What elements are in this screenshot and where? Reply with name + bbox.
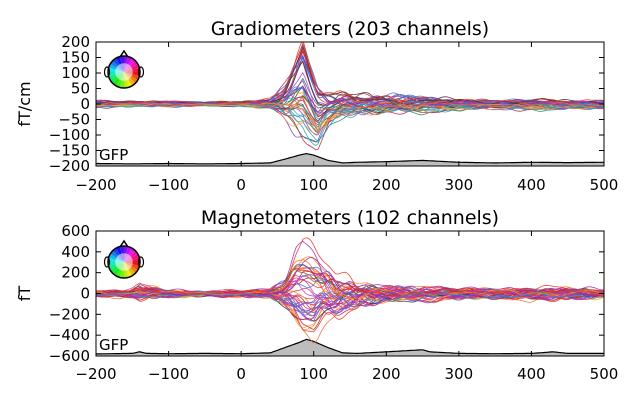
sensor-topomap-icon [103,49,145,89]
y-tick-label: −50 [58,111,90,129]
gfp-line [96,338,604,355]
x-tick-label: 200 [372,176,401,194]
y-axis-label: fT [15,286,34,302]
channel-trace [96,289,604,314]
x-tick-label: −100 [148,365,189,383]
channel-trace [96,94,604,116]
plot-area [96,237,604,356]
gfp-line [96,152,604,165]
plot-area [96,42,604,166]
y-tick-label: −600 [49,347,90,365]
y-tick-label: 100 [61,64,90,82]
y-axis-label: fT/cm [15,81,34,126]
y-tick-label: −150 [49,142,90,160]
channel-trace [96,240,604,295]
sensor-topomap-icon [103,239,145,279]
x-tick-label: −100 [148,176,189,194]
y-tick-label: 200 [61,33,90,51]
y-tick-label: 50 [71,80,90,98]
channel-trace [96,265,604,300]
x-tick-label: 0 [236,176,246,194]
y-tick-label: −100 [49,126,90,144]
gfp-area [96,339,604,356]
gfp-label: GFP [99,336,128,354]
x-tick-label: 400 [517,365,546,383]
channel-trace [96,291,604,317]
panel-title: Magnetometers (102 channels) [201,207,499,229]
y-tick-label: 0 [80,285,90,303]
panel-title: Gradiometers (203 channels) [211,18,489,40]
x-tick-label: 100 [299,365,328,383]
y-tick-label: 0 [80,95,90,113]
x-tick-label: 100 [299,176,328,194]
y-tick-label: 600 [61,222,90,240]
panel-magnetometers: GFP −200 −100 0 100 200 300 400 500 600 400 200 0 −20… [15,207,618,383]
y-tick-label: −200 [49,305,90,323]
y-tick-label: −400 [49,326,90,344]
channel-trace [96,45,604,107]
x-tick-label: 300 [445,365,474,383]
y-tick-label: 150 [61,49,90,67]
x-tick-label: 0 [236,365,246,383]
x-tick-label: −200 [75,365,116,383]
y-tick-label: −200 [49,157,90,175]
x-tick-label: 400 [517,176,546,194]
channel-trace [96,42,604,106]
channel-trace [96,97,604,122]
channel-traces [96,237,604,344]
gfp-label: GFP [99,146,128,164]
x-tick-label: −200 [75,176,116,194]
y-tick-label: 400 [61,243,90,261]
x-tick-label: 200 [372,365,401,383]
channel-traces [96,42,604,151]
y-tick-label: 200 [61,264,90,282]
x-tick-label: 300 [445,176,474,194]
panel-gradiometers: GFP−200 −100 0 100 200 300 400 500200150100500−… [15,18,618,194]
x-tick-label: 500 [590,176,619,194]
x-tick-label: 500 [590,365,619,383]
